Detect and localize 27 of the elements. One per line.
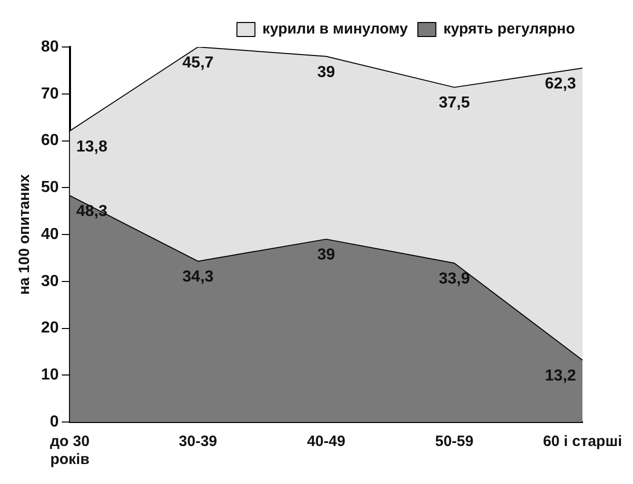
data-label: 62,3 [544,76,576,92]
y-tick-label: 50 [41,179,59,196]
data-label: 34,3 [182,268,214,286]
y-tick-label: 20 [41,320,59,337]
data-label: 48,3 [76,203,108,220]
data-label: 37,5 [438,94,470,112]
y-tick-label: 60 [41,132,59,150]
data-label: 13,2 [544,368,576,385]
x-tick-label: 30-39 [178,433,218,450]
data-label: 39 [317,64,336,81]
y-tick-label: 0 [50,413,59,430]
data-label: 13,8 [76,138,108,156]
x-tick-label: 50-59 [435,433,474,450]
data-label: 39 [317,246,336,264]
y-tick-label: 40 [41,226,59,243]
x-tick-label: до 30 років [50,433,90,468]
legend-label: курили в минулому [262,20,408,38]
legend-label: курять регулярно [443,20,576,38]
y-tick-label: 70 [41,85,59,102]
x-tick-label: 60 і старші [542,433,622,450]
data-label: 45,7 [182,54,214,72]
x-tick-label: 40-49 [306,433,346,450]
y-tick-label: 30 [41,272,59,290]
y-axis-title: на 100 опитаних [16,174,34,295]
data-label: 33,9 [438,270,470,288]
y-tick-label: 80 [41,38,59,56]
y-tick-label: 10 [41,366,59,384]
